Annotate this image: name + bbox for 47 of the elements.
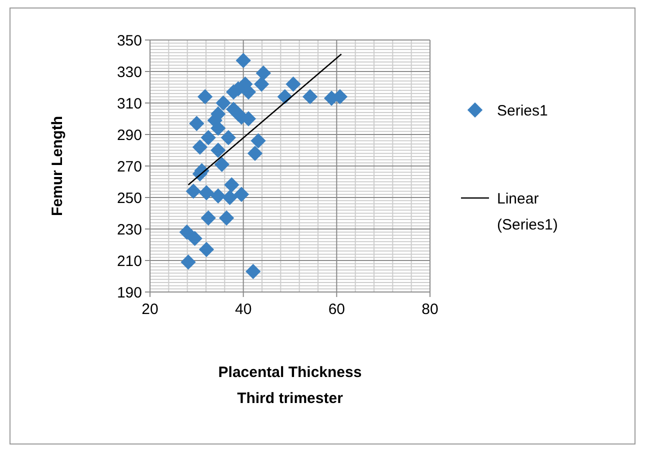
- point: [187, 230, 202, 246]
- point: [234, 186, 250, 202]
- point: [198, 242, 214, 258]
- y-tick-label: 270: [116, 158, 142, 176]
- point: [246, 264, 261, 280]
- point: [192, 140, 208, 155]
- point: [200, 210, 216, 226]
- point: [256, 65, 271, 81]
- point: [224, 177, 240, 192]
- point: [200, 130, 216, 146]
- point: [286, 76, 301, 92]
- y-tick-label: 330: [116, 64, 142, 81]
- y-tick-label: 230: [116, 221, 142, 238]
- x-tick-label: 80: [422, 301, 438, 318]
- x-tick-label: 40: [234, 301, 252, 318]
- y-tick-label: 210: [116, 252, 142, 270]
- point: [186, 184, 201, 199]
- point: [230, 106, 246, 122]
- point: [216, 95, 231, 111]
- point: [210, 188, 226, 204]
- point: [302, 89, 318, 104]
- point: [222, 190, 238, 206]
- point: [220, 130, 236, 146]
- point: [180, 254, 196, 270]
- point: [214, 156, 230, 172]
- point: [198, 185, 214, 200]
- point: [179, 224, 194, 240]
- point: [210, 120, 226, 136]
- point: [189, 116, 204, 132]
- point: [236, 52, 251, 68]
- y-tick-label: 350: [116, 32, 142, 50]
- x-tick-label: 20: [142, 301, 158, 318]
- y-tick-label: 250: [116, 190, 142, 207]
- y-tick-label: 310: [116, 95, 142, 112]
- y-tick-label: 290: [116, 126, 142, 144]
- y-tick-label: 190: [116, 284, 142, 302]
- legend-label: Series1: [497, 102, 548, 120]
- x-axis-title: Placental Thickness Third trimester: [218, 364, 362, 407]
- y-axis-title: Femur Length: [49, 116, 66, 216]
- point: [197, 89, 213, 104]
- point: [247, 146, 263, 161]
- point: [254, 76, 270, 92]
- point: [218, 210, 234, 226]
- point: [250, 133, 266, 148]
- point: [210, 142, 226, 158]
- x-tick-label: 60: [328, 301, 346, 318]
- legend-label: Linear (Series1): [497, 190, 558, 234]
